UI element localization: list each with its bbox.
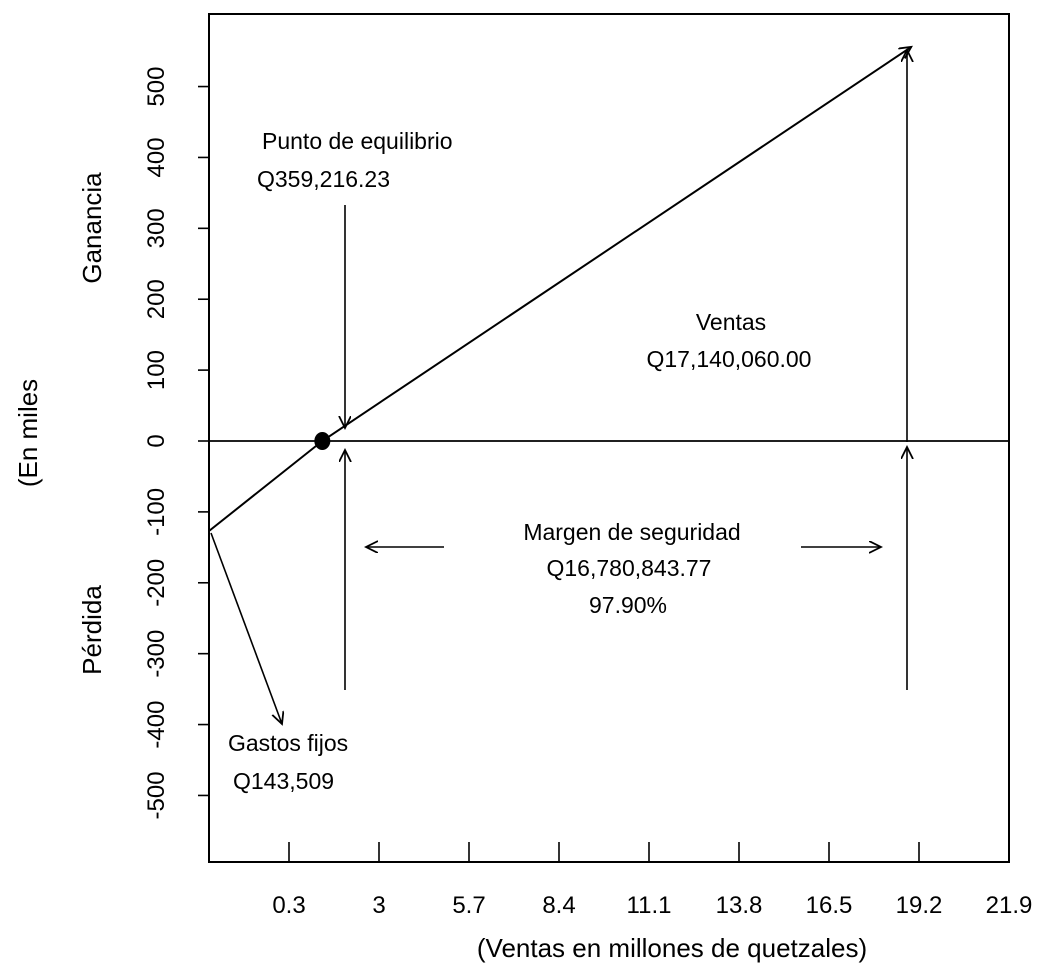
- y-tick-label: -500: [143, 771, 170, 819]
- y-tick-label: 500: [143, 67, 170, 107]
- margin-label: Margen de seguridad: [523, 519, 740, 545]
- x-axis: 0.3 3 5.7 8.4 11.1 13.8 16.5 19.2 21.9: [272, 842, 1032, 919]
- y-tick-label: 0: [143, 434, 170, 447]
- y-tick-label: 400: [143, 137, 170, 177]
- y-tick-label: 100: [143, 350, 170, 390]
- x-tick-label: 5.7: [452, 892, 485, 919]
- y-axis-title-perdida: Pérdida: [77, 585, 107, 675]
- margin-percent: 97.90%: [589, 592, 667, 618]
- x-axis-title: (Ventas en millones de quetzales): [477, 933, 867, 963]
- profit-line: [208, 47, 911, 532]
- x-tick-label: 11.1: [627, 892, 672, 919]
- break-even-label: Punto de equilibrio: [262, 128, 453, 154]
- y-axis: 500 400 300 200 100 0 -100 -200 -300 -400 -500: [143, 67, 209, 819]
- fixed-costs-arrow: [210, 532, 282, 724]
- y-tick-label: 300: [143, 208, 170, 248]
- y-tick-label: 200: [143, 279, 170, 319]
- y-axis-title-en-miles: (En miles: [13, 379, 43, 487]
- y-tick-label: -300: [143, 630, 170, 678]
- y-axis-title-ganancia: Ganancia: [77, 172, 107, 284]
- margin-value: Q16,780,843.77: [547, 555, 712, 581]
- fixed-costs-value: Q143,509: [233, 768, 334, 794]
- sales-value: Q17,140,060.00: [647, 346, 812, 372]
- x-tick-label: 13.8: [716, 892, 763, 919]
- break-even-point: [314, 432, 331, 450]
- sales-label: Ventas: [696, 309, 766, 335]
- y-tick-label: -100: [143, 488, 170, 536]
- break-even-value: Q359,216.23: [257, 166, 390, 192]
- fixed-costs-label: Gastos fijos: [228, 730, 348, 756]
- y-tick-label: -200: [143, 559, 170, 607]
- plot-frame: [208, 13, 1010, 863]
- y-tick-label: -400: [143, 701, 170, 749]
- x-tick-label: 21.9: [986, 892, 1033, 919]
- plot-area: [208, 47, 1009, 532]
- x-tick-label: 19.2: [896, 892, 943, 919]
- x-tick-label: 0.3: [272, 892, 305, 919]
- x-tick-label: 3: [372, 892, 385, 919]
- x-tick-label: 8.4: [542, 892, 575, 919]
- x-tick-label: 16.5: [806, 892, 853, 919]
